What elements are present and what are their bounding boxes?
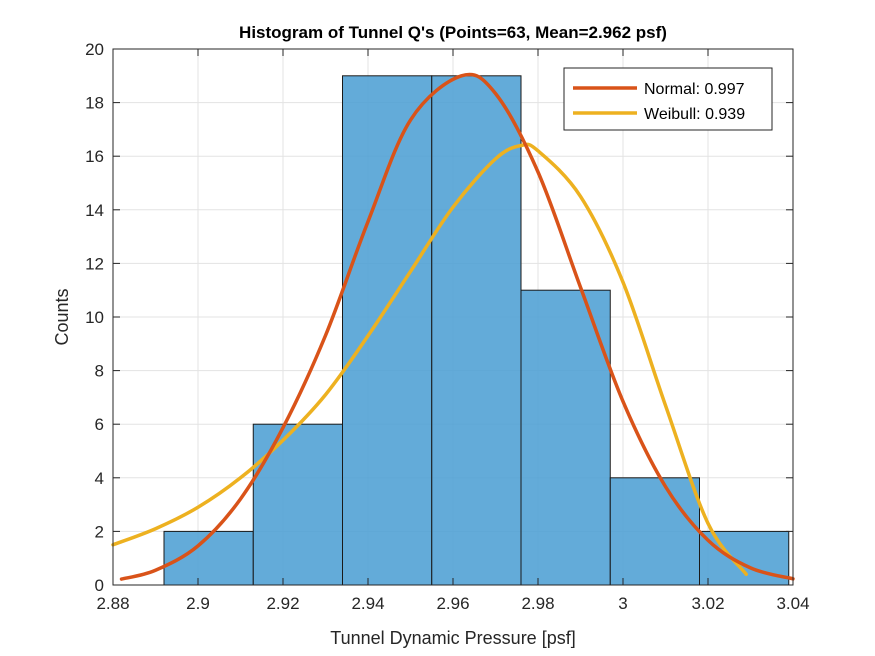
- x-tick-label: 2.96: [436, 594, 469, 613]
- histogram-bar: [252, 423, 343, 586]
- y-tick-label: 2: [95, 522, 104, 541]
- normal-fit-curve: [119, 72, 795, 581]
- legend-box: [563, 67, 773, 131]
- y-tick-label: 10: [85, 308, 104, 327]
- x-tick-label: 2.9: [186, 594, 210, 613]
- y-tick-label: 14: [85, 201, 104, 220]
- legend: Normal: 0.997 Weibull: 0.939: [563, 67, 773, 131]
- x-tick-label: 2.92: [266, 594, 299, 613]
- y-tick-label: 8: [95, 362, 104, 381]
- chart-title: Histogram of Tunnel Q's (Points=63, Mean…: [239, 23, 667, 42]
- axis-ticks: [112, 48, 794, 586]
- y-tick-label: 4: [95, 469, 104, 488]
- x-tick-label: 3.02: [691, 594, 724, 613]
- histogram-bar: [520, 289, 611, 586]
- histogram-bar: [342, 75, 433, 586]
- legend-entry-normal: Normal: 0.997: [644, 81, 745, 98]
- y-tick-label: 6: [95, 415, 104, 434]
- x-tick-label: 2.94: [351, 594, 384, 613]
- x-axis-label: Tunnel Dynamic Pressure [psf]: [330, 628, 575, 648]
- y-tick-label: 0: [95, 576, 104, 595]
- y-tick-label: 12: [85, 254, 104, 273]
- x-tick-label: 2.88: [96, 594, 129, 613]
- y-tick-label: 16: [85, 147, 104, 166]
- histogram-bars: [163, 75, 790, 586]
- x-tick-label: 2.98: [521, 594, 554, 613]
- x-tick-label: 3.04: [776, 594, 809, 613]
- y-axis-label: Counts: [52, 288, 72, 345]
- weibull-fit-curve: [111, 142, 748, 577]
- histogram-bar: [431, 75, 522, 586]
- histogram-bar: [609, 477, 700, 586]
- x-tick-label: 3: [618, 594, 627, 613]
- legend-entry-weibull: Weibull: 0.939: [644, 106, 745, 123]
- y-tick-labels: 0 2 4 6 8 10 12 14 16 18 20: [85, 40, 104, 595]
- y-tick-label: 20: [85, 40, 104, 59]
- y-tick-label: 18: [85, 94, 104, 113]
- fit-curves: [111, 72, 795, 581]
- x-tick-labels: 2.88 2.9 2.92 2.94 2.96 2.98 3 3.02 3.04: [96, 594, 809, 613]
